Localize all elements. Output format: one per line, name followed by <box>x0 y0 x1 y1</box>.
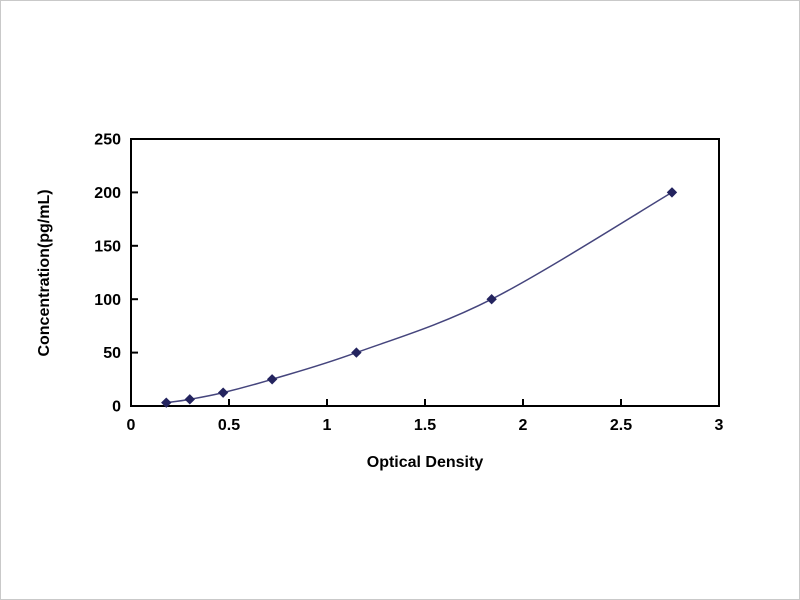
x-tick-label: 1.5 <box>414 417 436 434</box>
x-tick-label: 2.5 <box>610 417 632 434</box>
data-point-marker <box>486 293 497 305</box>
y-tick-label: 250 <box>94 132 121 149</box>
x-tick-label: 2 <box>519 417 528 434</box>
y-tick-label: 100 <box>94 292 121 309</box>
y-tick-label: 150 <box>94 238 121 255</box>
y-tick-label: 0 <box>112 399 121 416</box>
data-point-marker <box>266 374 278 385</box>
x-tick-label: 0.5 <box>218 417 240 434</box>
x-axis-label: Optical Density <box>367 454 484 471</box>
plot-area <box>130 138 720 407</box>
y-tick-label: 50 <box>103 345 121 362</box>
data-point-marker <box>666 187 678 198</box>
curve-line <box>166 191 673 404</box>
data-point-marker <box>217 387 229 398</box>
x-tick-label: 1 <box>323 417 332 434</box>
data-point-marker <box>351 347 362 358</box>
data-point-marker <box>184 394 196 405</box>
axis-ticks: 0 0.5 1 1.5 2 2.5 3 0 50 100 150 200 250 <box>94 132 723 434</box>
y-axis-label: Concentration(pg/mL) <box>36 189 53 356</box>
x-tick-label: 3 <box>715 417 724 434</box>
y-tick-label: 200 <box>94 185 121 202</box>
x-tick-label: 0 <box>127 417 136 434</box>
data-series <box>161 187 678 408</box>
data-point-marker <box>161 397 172 408</box>
